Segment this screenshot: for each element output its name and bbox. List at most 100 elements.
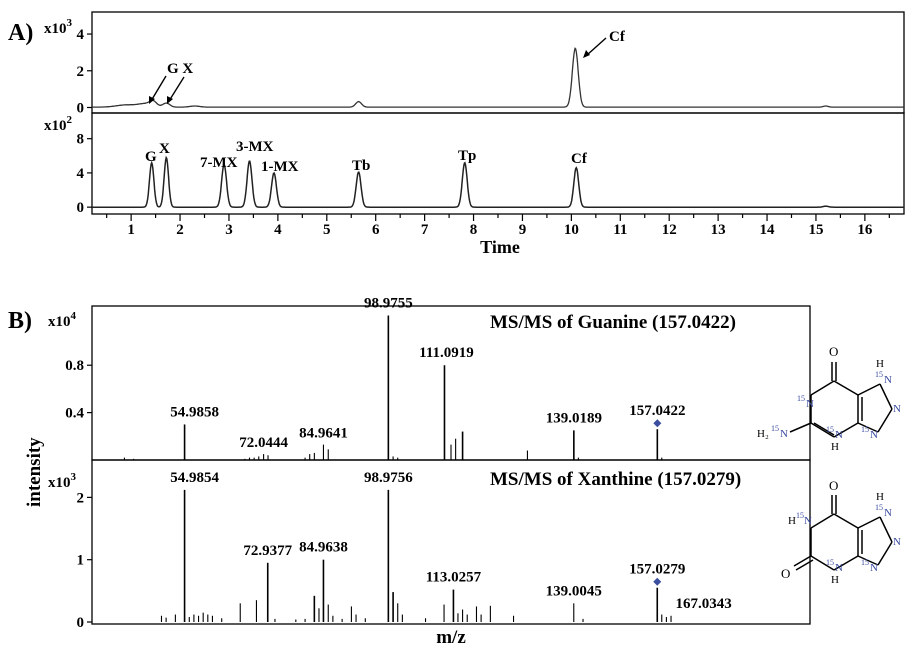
xanthine-atom-h1: H (788, 515, 796, 527)
time-axis-tick-label-3: 3 (225, 222, 233, 238)
top-spectrum-y-ticks: 0.4 0.8 (65, 358, 92, 422)
time-axis-tick-label-15: 15 (808, 222, 823, 238)
guanine-peak-label-2: 84.9641 (299, 426, 348, 442)
time-axis-tick-label-4: 4 (274, 222, 282, 238)
xanthine-peak-label-7: 167.0343 (675, 596, 731, 612)
guanine-atom-n7-iso: 15 (875, 370, 883, 379)
guanine-spectrum-peaks (123, 315, 663, 460)
guanine-atom-n1: N (806, 398, 814, 410)
annotation-x-arrow (168, 76, 185, 102)
xanthine-spectrum-peaks (160, 489, 672, 622)
xanthine-peak-label-3: 98.9756 (364, 470, 413, 486)
time-axis-tick-label-6: 6 (372, 222, 380, 238)
top-spectrum-multiplier-base: x10 (48, 314, 71, 330)
time-axis-tick-label-10: 10 (564, 222, 579, 238)
guanine-peak-labels: 54.9858 72.0444 84.9641 98.9755 111.0919 139.… (170, 295, 685, 451)
xanthine-atom-n3: N (835, 562, 843, 574)
panel-a: A) x103 x102 024 048 G X Cf G X 7-MX 3-M… (8, 11, 905, 257)
time-axis-tick-label-7: 7 (421, 222, 429, 238)
top-trace-y-ticks: 0 2 4 (77, 27, 92, 116)
bottom-trace-y-ticks: 0 4 8 (77, 132, 92, 216)
xanthine-peak-label-5: 139.0045 (546, 583, 602, 599)
time-axis-label: Time (480, 237, 520, 257)
peak-label-3mx: 3-MX (236, 139, 274, 155)
time-axis-tick-label-5: 5 (323, 222, 331, 238)
time-axis-ticks: 1 2 3 4 5 6 7 8 9 10 11 12 13 14 15 16 (106, 214, 890, 238)
time-axis-tick-label-13: 13 (711, 222, 726, 238)
xanthine-atom-n7: N (884, 507, 892, 519)
guanine-peak-label-3: 98.9755 (364, 295, 413, 311)
guanine-structure (789, 362, 893, 438)
panel-a-label: A) (8, 20, 33, 46)
guanine-atom-labels: O 15 N H H₂ 15 N 15 N 15 N H 15 N N (757, 344, 901, 453)
time-axis-tick-label-1: 1 (127, 222, 135, 238)
bottom-spectrum-multiplier: x103 (48, 471, 77, 491)
guanine-atom-o: O (829, 344, 838, 359)
time-axis-tick-label-9: 9 (519, 222, 527, 238)
guanine-y-tick-label-1: 0.8 (65, 358, 84, 374)
time-axis-tick-label-8: 8 (470, 222, 478, 238)
xanthine-y-tick-label-2: 2 (77, 490, 85, 506)
annotation-gx-label: G X (167, 61, 193, 77)
chromatogram-top-trace (92, 47, 904, 108)
time-axis-tick-label-14: 14 (760, 222, 776, 238)
mz-axis-label: m/z (436, 627, 466, 648)
guanine-atom-n3: N (835, 429, 843, 441)
annotation-cf-label: Cf (609, 29, 626, 45)
xanthine-peak-label-2: 84.9638 (299, 540, 348, 556)
bottom-trace-multiplier-exp: 2 (67, 114, 73, 126)
peak-label-x: X (159, 141, 170, 157)
guanine-atom-nh2: N (780, 428, 788, 440)
peak-label-g: G (145, 149, 157, 165)
xanthine-atom-o2: O (781, 566, 790, 581)
time-axis-tick-label-16: 16 (857, 222, 873, 238)
top-trace-multiplier-base: x10 (44, 21, 67, 37)
time-axis-tick-label-2: 2 (176, 222, 184, 238)
panel-b-label: B) (8, 308, 32, 334)
xanthine-peak-label-4: 113.0257 (426, 570, 482, 586)
top-trace-multiplier: x103 (44, 17, 73, 37)
annotation-cf: Cf (583, 29, 626, 58)
guanine-peak-label-1: 72.0444 (239, 435, 288, 451)
peak-label-1mx: 1-MX (261, 159, 299, 175)
peak-label-7mx: 7-MX (200, 155, 238, 171)
intensity-axis-label: intensity (24, 437, 45, 507)
xanthine-atom-h3: H (831, 574, 839, 586)
top-trace-y-tick-label-0: 0 (77, 100, 85, 116)
annotation-g-arrowhead (149, 96, 155, 104)
xanthine-atom-h7: H (876, 491, 884, 503)
top-spectrum-multiplier: x104 (48, 310, 77, 330)
top-trace-multiplier-exp: 3 (67, 17, 73, 29)
guanine-atom-n-ring: N (893, 403, 901, 415)
xanthine-atom-n7-iso: 15 (875, 503, 883, 512)
xanthine-atom-n9-iso: 15 (861, 558, 869, 567)
guanine-y-tick-label-0: 0.4 (65, 406, 84, 422)
guanine-spectrum-title: MS/MS of Guanine (157.0422) (490, 312, 736, 333)
xanthine-y-tick-label-1: 1 (77, 553, 85, 569)
bottom-trace-y-tick-label-0: 0 (77, 200, 85, 216)
xanthine-peak-label-0: 54.9854 (170, 470, 219, 486)
chromatogram-bottom-trace (92, 155, 904, 208)
guanine-precursor-marker (653, 419, 662, 428)
bottom-trace-y-tick-label-1: 4 (77, 166, 85, 182)
xanthine-peak-label-6: 157.0279 (629, 562, 685, 578)
guanine-peak-label-6: 157.0422 (629, 403, 685, 419)
xanthine-atom-n3-iso: 15 (826, 558, 834, 567)
xanthine-atom-n1: N (804, 515, 812, 527)
guanine-atom-h7: H (876, 358, 884, 370)
time-axis-tick-label-11: 11 (613, 222, 627, 238)
peak-label-tp: Tp (458, 148, 476, 164)
panel-b: B) x104 x103 0.40.8 012 intensity m/z MS… (8, 295, 901, 648)
bottom-trace-y-tick-label-2: 8 (77, 132, 85, 148)
time-axis-tick-label-12: 12 (662, 222, 677, 238)
xanthine-peak-labels: 54.9854 72.9377 84.9638 98.9756 113.0257 139.… (170, 470, 732, 612)
guanine-atom-n9-iso: 15 (861, 425, 869, 434)
bottom-spectrum-multiplier-base: x10 (48, 475, 71, 491)
peak-label-tb: Tb (352, 158, 370, 174)
xanthine-atom-n9: N (870, 562, 878, 574)
xanthine-atom-n-ring: N (893, 536, 901, 548)
annotation-cf-arrow (586, 37, 607, 56)
guanine-peak-label-0: 54.9858 (170, 404, 219, 420)
guanine-atom-n3-iso: 15 (826, 425, 834, 434)
